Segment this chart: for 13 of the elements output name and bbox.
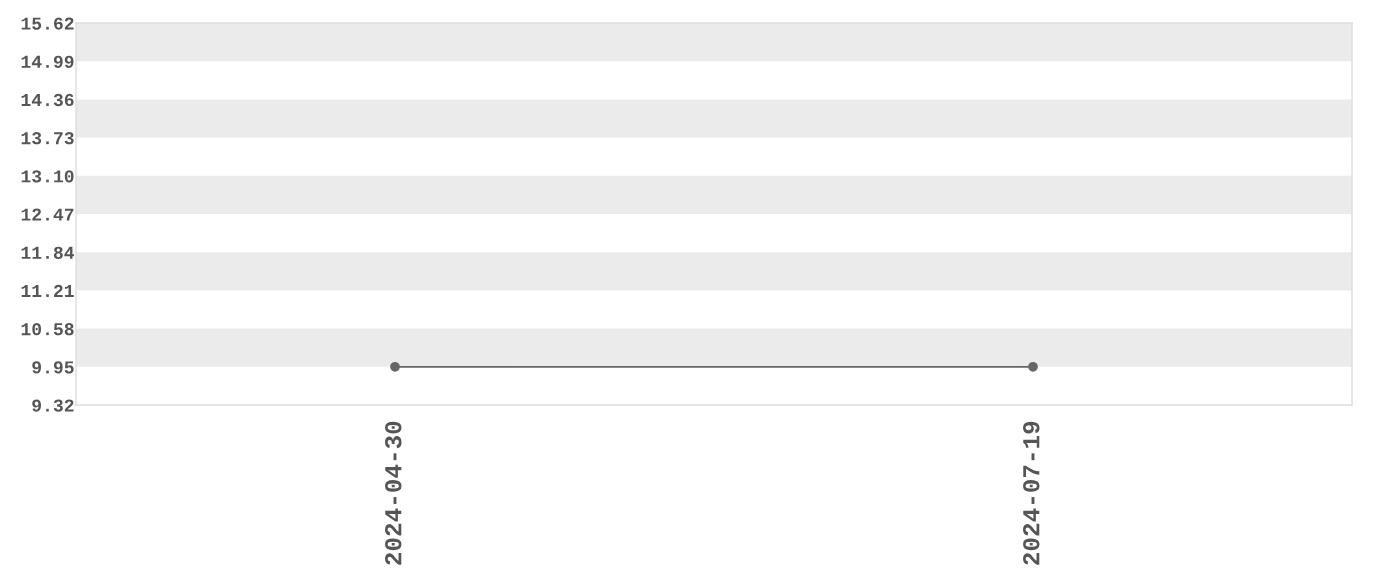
y-tick-label: 14.99 [21,55,74,68]
y-tick-label: 13.10 [21,170,74,183]
y-tick-label: 13.73 [21,132,74,145]
y-tick-label: 12.47 [21,208,74,221]
y-tick-label: 14.36 [21,93,74,107]
y-tick-label: 11.84 [21,246,75,259]
x-tick-label: 2024-07-19 [1023,421,1040,565]
x-tick-label: 2024-04-30 [385,421,402,565]
y-tick-label: 10.58 [21,323,74,336]
y-tick-label: 11.21 [21,284,74,297]
y-tick-label: 9.95 [32,361,74,374]
y-tick-label: 15.62 [21,17,74,30]
y-tick-label: 9.32 [32,399,74,412]
